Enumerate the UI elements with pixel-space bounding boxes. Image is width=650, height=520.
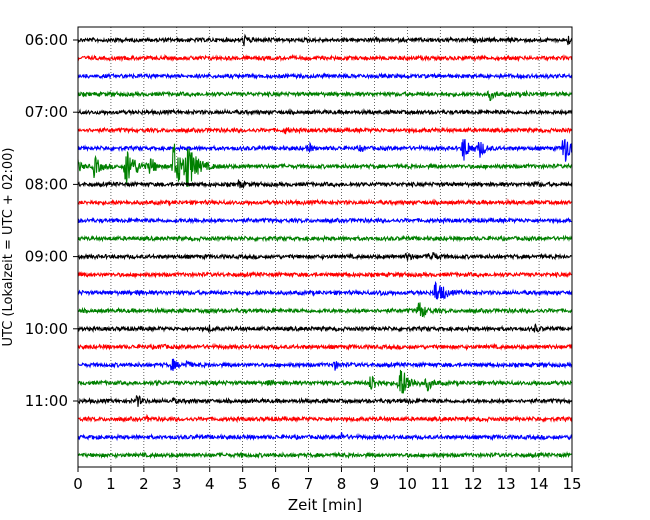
x-tick-label: 2 bbox=[139, 475, 149, 493]
y-tick-label: 11:00 bbox=[25, 392, 68, 410]
y-tick-label: 07:00 bbox=[25, 103, 68, 121]
trace-line bbox=[77, 323, 573, 334]
x-axis-label: Zeit [min] bbox=[288, 496, 362, 514]
y-tick-label: 06:00 bbox=[25, 31, 68, 49]
x-tick-label: 3 bbox=[172, 475, 182, 493]
plot-frame bbox=[77, 26, 573, 468]
y-axis-label: UTC (Lokalzeit = UTC + 02:00) bbox=[1, 148, 16, 347]
trace-line bbox=[77, 252, 573, 261]
y-axis: 06:00 07:00 08:00 09:00 10:00 11:00 bbox=[25, 31, 78, 410]
trace-line bbox=[77, 342, 573, 352]
trace-line bbox=[77, 270, 573, 279]
trace-line bbox=[77, 395, 573, 407]
trace-line bbox=[77, 179, 573, 190]
x-tick-label: 9 bbox=[370, 475, 380, 493]
x-tick-label: 0 bbox=[73, 475, 83, 493]
trace-line bbox=[77, 432, 573, 442]
trace-line bbox=[77, 33, 573, 47]
x-tick-label: 8 bbox=[337, 475, 347, 493]
trace-line bbox=[77, 138, 573, 162]
x-tick-label: 4 bbox=[205, 475, 215, 493]
x-tick-label: 15 bbox=[562, 475, 581, 493]
trace-group bbox=[77, 33, 573, 460]
x-tick-label: 10 bbox=[398, 475, 417, 493]
trace-line bbox=[77, 53, 573, 63]
trace-line bbox=[77, 413, 573, 424]
trace-line bbox=[77, 72, 573, 81]
y-tick-label: 08:00 bbox=[25, 175, 68, 193]
trace-line bbox=[77, 89, 573, 102]
x-tick-label: 1 bbox=[106, 475, 116, 493]
trace-line bbox=[77, 143, 573, 187]
trace-line bbox=[77, 198, 573, 207]
x-tick-label: 11 bbox=[431, 475, 450, 493]
x-tick-label: 12 bbox=[464, 475, 483, 493]
x-tick-label: 5 bbox=[238, 475, 248, 493]
trace-line bbox=[77, 451, 573, 460]
trace-line bbox=[77, 126, 573, 135]
trace-line bbox=[77, 216, 573, 225]
trace-line bbox=[77, 234, 573, 243]
x-tick-label: 14 bbox=[530, 475, 549, 493]
trace-line bbox=[77, 302, 573, 319]
trace-line bbox=[77, 108, 573, 117]
x-tick-label: 6 bbox=[271, 475, 281, 493]
trace-line bbox=[77, 280, 573, 301]
y-tick-label: 10:00 bbox=[25, 320, 68, 338]
x-tick-label: 13 bbox=[497, 475, 516, 493]
x-axis: 0 1 2 3 4 5 6 7 8 9 10 11 12 13 14 15 bbox=[73, 467, 582, 493]
grid-lines bbox=[110, 27, 540, 467]
trace-line bbox=[77, 369, 573, 394]
x-tick-label: 7 bbox=[304, 475, 314, 493]
trace-line bbox=[77, 358, 573, 372]
y-tick-label: 09:00 bbox=[25, 248, 68, 266]
